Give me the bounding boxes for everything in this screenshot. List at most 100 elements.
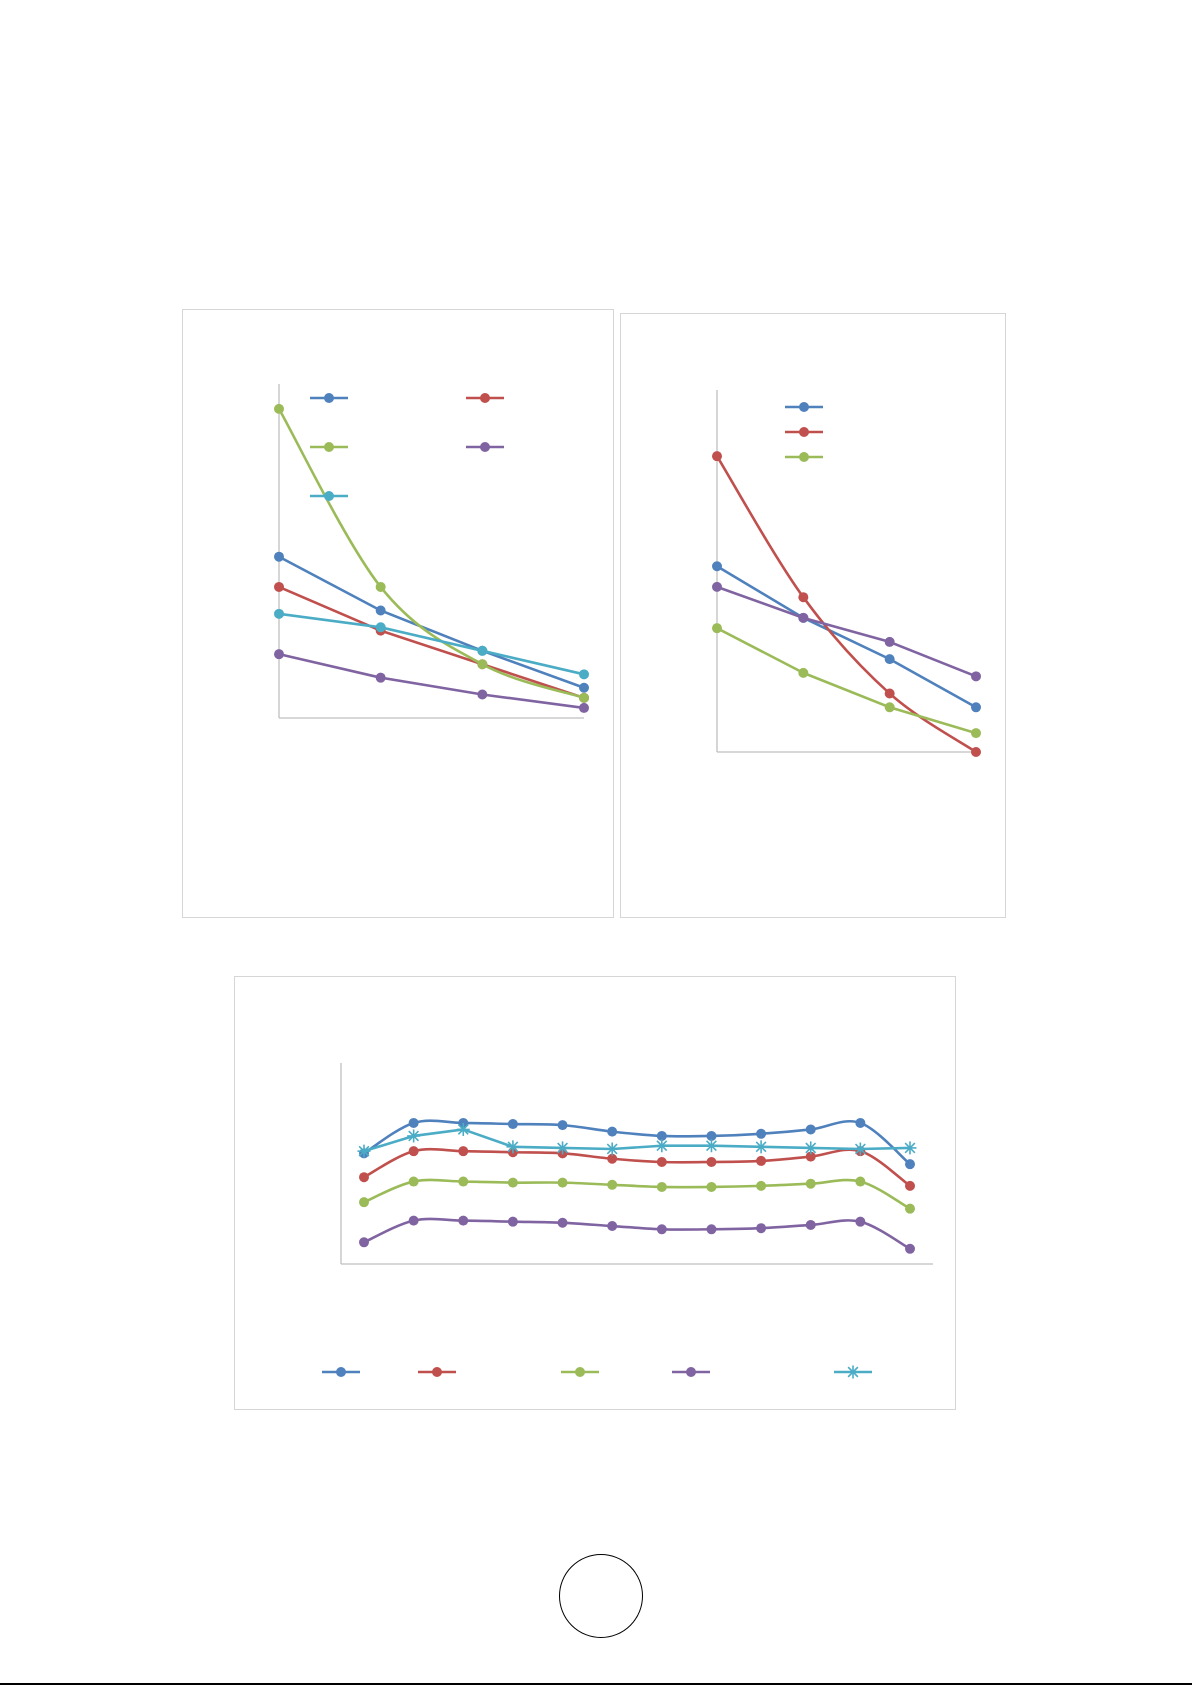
series-3-point-1 — [359, 1197, 369, 1208]
series-1-point-1 — [712, 561, 722, 572]
series-1-line — [362, 1119, 912, 1166]
page-bottom-rule — [0, 1683, 1192, 1685]
series-3-point-1 — [712, 623, 722, 634]
series-4-point-9 — [756, 1223, 767, 1234]
series-4-point-1 — [359, 1237, 369, 1248]
series-5-point-3 — [456, 1122, 470, 1136]
series-1-point-6 — [607, 1126, 618, 1137]
series-5-point-10 — [804, 1141, 818, 1155]
series-1-point-3 — [458, 1117, 469, 1128]
series-3-point-3 — [477, 659, 488, 670]
legend-4-swatch-marker — [480, 442, 490, 452]
series-4-point-12 — [905, 1243, 915, 1254]
series-2-point-8 — [706, 1157, 717, 1168]
series-1-point-5 — [557, 1120, 568, 1131]
series-2-point-1 — [274, 581, 284, 592]
series-4-line — [715, 585, 978, 678]
series-1-point-3 — [884, 654, 895, 665]
legend-5-swatch-marker — [846, 1365, 860, 1379]
series-2-point-12 — [905, 1180, 915, 1191]
series-1-point-4 — [579, 682, 589, 693]
series-4-point-2 — [798, 612, 809, 623]
series-1-point-8 — [706, 1130, 717, 1141]
series-1-point-11 — [855, 1117, 866, 1128]
series-4-point-10 — [805, 1219, 816, 1230]
series-3-point-2 — [408, 1176, 419, 1187]
legend-1-swatch-marker — [324, 393, 334, 403]
legend-3-swatch-marker — [324, 442, 334, 452]
legend-4-swatch-marker — [686, 1367, 696, 1377]
series-4-point-3 — [477, 689, 488, 700]
series-4-point-2 — [375, 672, 386, 683]
series-3-point-2 — [798, 667, 809, 678]
series-3-point-4 — [507, 1177, 518, 1188]
series-5-point-4 — [579, 669, 589, 680]
series-5-line — [277, 612, 586, 676]
series-3-point-5 — [557, 1177, 568, 1188]
legend-3-swatch-marker — [799, 452, 809, 462]
chart-1-plot — [274, 384, 589, 719]
series-1-point-12 — [905, 1159, 915, 1170]
series-2-point-6 — [607, 1153, 618, 1164]
series-3-point-9 — [756, 1180, 767, 1191]
series-4-point-5 — [557, 1217, 568, 1228]
series-2-line — [715, 454, 978, 754]
series-5-point-2 — [375, 622, 386, 633]
series-1-point-10 — [805, 1124, 816, 1135]
series-5-point-2 — [407, 1129, 421, 1143]
series-3-point-1 — [274, 403, 284, 414]
series-4-point-1 — [712, 581, 722, 592]
series-3-point-3 — [458, 1176, 469, 1187]
series-3-line — [362, 1178, 912, 1210]
series-2-point-10 — [805, 1151, 816, 1162]
series-1-point-7 — [656, 1130, 667, 1141]
series-1-line — [277, 555, 586, 690]
series-2-point-7 — [656, 1157, 667, 1168]
series-1-point-2 — [408, 1117, 419, 1128]
series-2-point-4 — [971, 747, 981, 757]
legend-1-swatch-marker — [336, 1367, 346, 1377]
series-4-point-3 — [884, 636, 895, 647]
series-4-point-8 — [706, 1224, 717, 1235]
series-4-point-4 — [579, 702, 589, 713]
series-2-point-1 — [712, 451, 722, 462]
series-1-line — [715, 564, 978, 709]
series-2-point-2 — [798, 592, 809, 603]
series-3-point-2 — [375, 581, 386, 592]
series-5-point-5 — [556, 1141, 570, 1155]
series-5-point-9 — [754, 1140, 768, 1154]
series-4-line — [362, 1217, 912, 1251]
legend-2-swatch-marker — [799, 427, 809, 437]
chart-3-plot — [322, 1063, 933, 1379]
series-5-point-4 — [506, 1140, 520, 1154]
page-number-circle — [559, 1554, 643, 1638]
series-3-point-7 — [656, 1181, 667, 1192]
chart-2-frame — [620, 313, 1006, 918]
chart-1-frame — [182, 309, 614, 918]
series-5-point-12 — [903, 1141, 917, 1155]
legend-3-swatch-marker — [575, 1367, 585, 1377]
series-5-point-7 — [655, 1139, 669, 1153]
series-4-line — [277, 652, 586, 710]
series-4-point-1 — [274, 649, 284, 660]
series-4-point-6 — [607, 1221, 618, 1232]
series-3-point-12 — [905, 1203, 915, 1214]
series-4-point-7 — [656, 1224, 667, 1235]
series-5-point-1 — [274, 608, 284, 619]
series-1-point-9 — [756, 1128, 767, 1139]
series-1-point-4 — [971, 702, 981, 713]
series-5-point-8 — [704, 1139, 718, 1153]
series-2-point-2 — [408, 1146, 419, 1157]
series-4-point-2 — [408, 1215, 419, 1226]
series-1-point-1 — [274, 551, 284, 562]
chart-3-frame — [234, 976, 956, 1410]
series-5-point-6 — [605, 1142, 619, 1156]
series-5-point-11 — [853, 1142, 867, 1156]
series-3-point-3 — [884, 702, 895, 713]
series-2-line — [277, 585, 586, 700]
series-5-line — [362, 1128, 912, 1153]
legend-1-swatch-marker — [799, 402, 809, 412]
series-5-point-3 — [477, 645, 488, 656]
series-3-point-6 — [607, 1179, 618, 1190]
series-4-point-4 — [971, 671, 981, 682]
